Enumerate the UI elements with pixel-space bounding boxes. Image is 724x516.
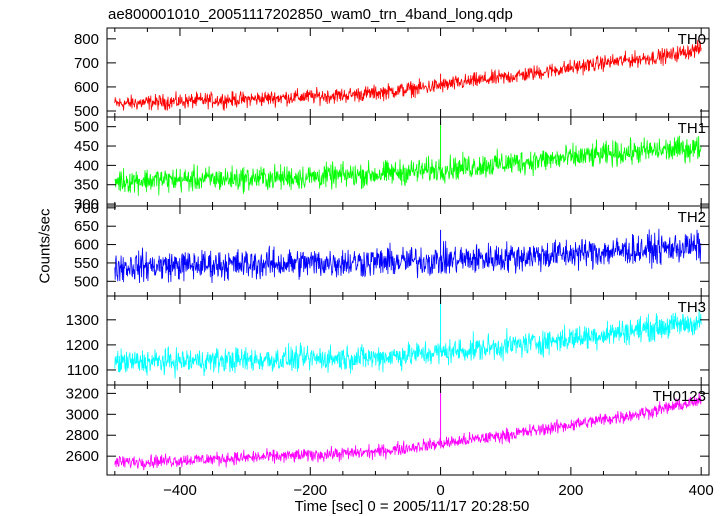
panel-label-th1: TH1 bbox=[678, 120, 706, 137]
y-tick-label: 3000 bbox=[66, 406, 99, 423]
x-tick-label: −200 bbox=[293, 482, 327, 499]
y-tick-label: 1100 bbox=[67, 362, 99, 379]
y-tick-label: 2800 bbox=[66, 427, 99, 444]
y-tick-label: 500 bbox=[74, 273, 99, 290]
x-tick-label: 0 bbox=[436, 482, 444, 499]
y-tick-label: 700 bbox=[74, 55, 99, 72]
series-line-th1 bbox=[114, 135, 702, 196]
series-line-th0 bbox=[114, 39, 702, 111]
panel-label-th3: TH3 bbox=[678, 299, 706, 316]
x-axis-label: Time [sec] 0 = 2005/11/17 20:28:50 bbox=[294, 498, 530, 515]
y-tick-label: 350 bbox=[74, 177, 99, 194]
panel-label-th0123: TH0123 bbox=[653, 388, 706, 405]
y-tick-label: 500 bbox=[74, 119, 99, 136]
x-tick-label: 400 bbox=[689, 482, 714, 499]
y-tick-label: 400 bbox=[74, 157, 99, 174]
y-tick-label: 550 bbox=[74, 255, 99, 272]
y-tick-label: 1200 bbox=[66, 337, 99, 354]
y-tick-label: 1300 bbox=[66, 312, 99, 329]
y-tick-label: 600 bbox=[74, 237, 99, 254]
chart-title: ae800001010_20051117202850_wam0_trn_4ban… bbox=[108, 6, 513, 23]
panel-label-th2: TH2 bbox=[678, 209, 706, 226]
x-tick-label: 200 bbox=[558, 482, 583, 499]
y-tick-label: 300 bbox=[74, 196, 99, 213]
y-tick-label: 800 bbox=[74, 31, 99, 48]
panel-label-th0: TH0 bbox=[678, 31, 706, 48]
y-tick-label: 450 bbox=[74, 138, 99, 155]
y-tick-label: 700 bbox=[74, 200, 99, 217]
panel-frame-th1 bbox=[106, 116, 710, 207]
y-tick-label: 2600 bbox=[66, 448, 99, 465]
y-tick-label: 500 bbox=[74, 103, 99, 120]
y-tick-label: 650 bbox=[74, 218, 99, 235]
y-tick-label: 600 bbox=[74, 79, 99, 96]
panel-frame-th0 bbox=[106, 27, 710, 118]
series-line-th2 bbox=[114, 228, 702, 284]
x-tick-label: −400 bbox=[163, 482, 197, 499]
y-tick-label: 3200 bbox=[66, 385, 99, 402]
series-line-th3 bbox=[114, 308, 702, 379]
series-line-th0123 bbox=[114, 393, 702, 471]
